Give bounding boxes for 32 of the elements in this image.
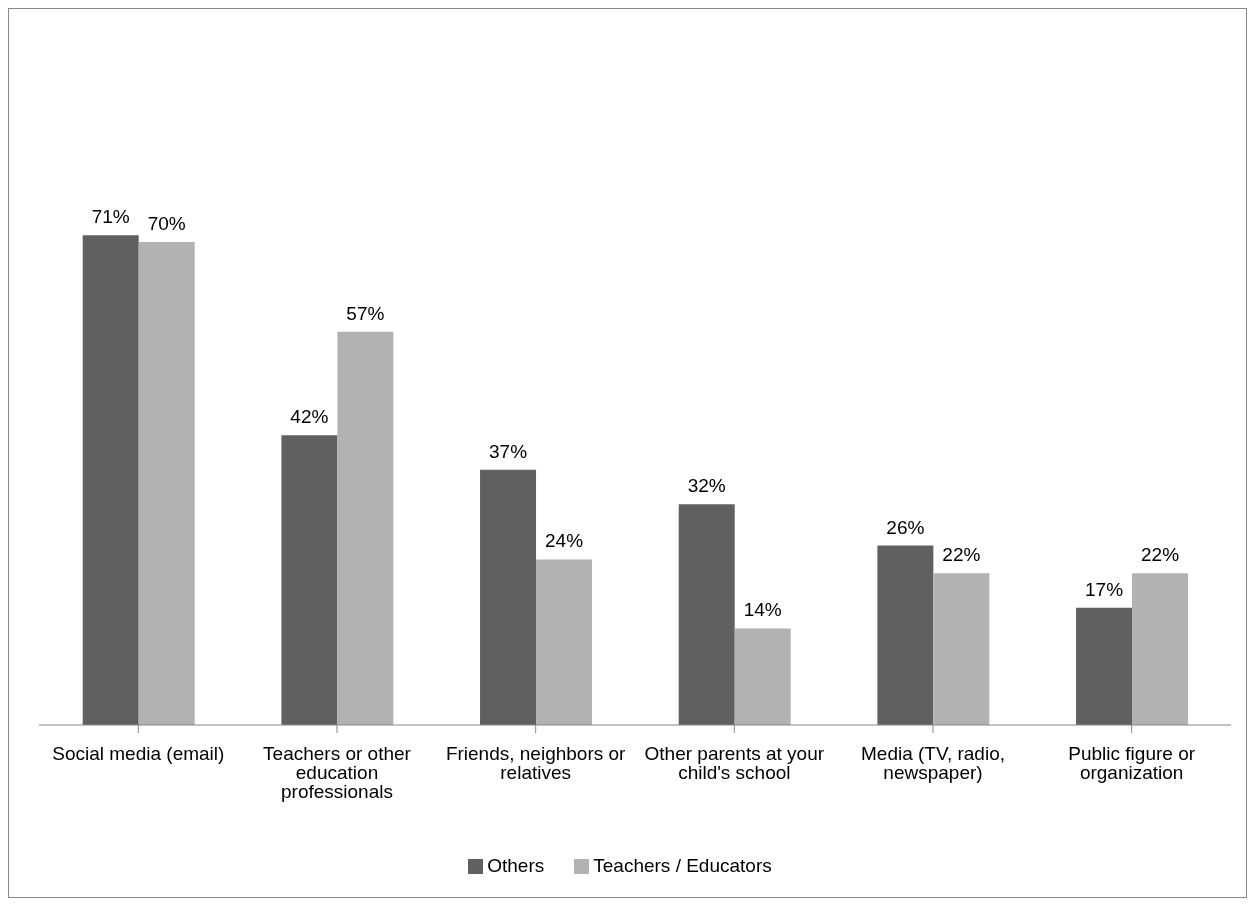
legend-label: Others	[487, 855, 545, 876]
x-tick-label: Social media (email)	[52, 743, 225, 765]
bar	[281, 435, 338, 725]
bar	[82, 235, 139, 725]
bar	[536, 559, 593, 725]
bar	[933, 573, 990, 725]
data-label: 70%	[147, 213, 186, 235]
x-tick-label: Public figure or organization	[1068, 743, 1196, 784]
data-label: 32%	[687, 475, 726, 497]
data-label: 26%	[886, 516, 925, 538]
x-tick-label: Friends, neighbors or relatives	[445, 743, 627, 784]
data-label: 22%	[1141, 544, 1180, 566]
data-label: 57%	[346, 302, 385, 324]
bar	[480, 469, 537, 725]
data-label: 14%	[743, 599, 782, 621]
bar	[678, 504, 735, 725]
bar	[337, 331, 394, 725]
bar	[877, 545, 934, 725]
bar	[734, 628, 791, 725]
bar	[1076, 607, 1133, 725]
x-tick-label: Teachers or other education professionals	[263, 743, 412, 803]
data-label: 42%	[290, 406, 329, 428]
data-label: 24%	[545, 530, 584, 552]
data-label: 71%	[91, 206, 130, 228]
bar	[138, 242, 195, 725]
data-label: 17%	[1085, 578, 1124, 600]
legend-label: Teachers / Educators	[593, 855, 772, 876]
data-label: 22%	[942, 544, 981, 566]
x-tick-label: Media (TV, radio, newspaper)	[861, 743, 1005, 784]
bar	[1132, 573, 1189, 725]
data-label: 37%	[489, 440, 528, 462]
x-tick-label: Other parents at your child's school	[644, 743, 825, 784]
